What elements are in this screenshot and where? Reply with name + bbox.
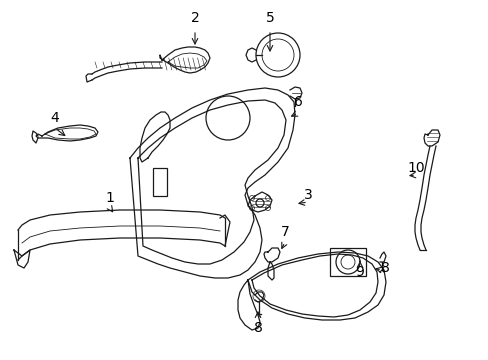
Text: 10: 10 (407, 161, 424, 175)
Text: 9: 9 (355, 265, 364, 279)
Text: 8: 8 (380, 261, 388, 275)
Bar (329, 248, 365, 276)
Text: 5: 5 (265, 11, 274, 25)
Text: 3: 3 (303, 188, 312, 202)
Text: 1: 1 (105, 191, 114, 205)
Bar (153, 168, 167, 196)
Text: 6: 6 (293, 95, 302, 109)
Text: 4: 4 (51, 111, 59, 125)
Text: 2: 2 (190, 11, 199, 25)
Text: 8: 8 (253, 321, 262, 335)
Text: 7: 7 (280, 225, 289, 239)
